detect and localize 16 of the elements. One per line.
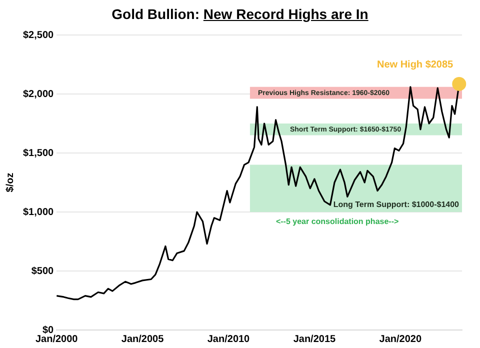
band-label: Long Term Support: $1000-$1400 xyxy=(333,200,460,210)
x-tick-label: Jan/2010 xyxy=(207,334,250,345)
chart-title: Gold Bullion: New Record Highs are In xyxy=(112,6,368,22)
y-tick-label: $0 xyxy=(42,324,54,336)
y-tick-label: $1,000 xyxy=(22,206,54,218)
annotation: New High $2085 xyxy=(376,60,454,71)
y-tick-label: $500 xyxy=(31,266,54,277)
annotation: <--5 year consolidation phase--> xyxy=(276,217,399,226)
x-tick-label: Jan/2015 xyxy=(293,334,336,345)
y-tick-label: $1,500 xyxy=(22,148,54,159)
y-tick-label: $2,000 xyxy=(22,88,54,100)
x-tick-label: Jan/2020 xyxy=(379,334,422,345)
y-tick-label: $2,500 xyxy=(22,30,54,41)
x-tick-label: Jan/2005 xyxy=(121,334,164,345)
x-tick-label: Jan/2000 xyxy=(35,334,78,345)
y-axis-title: $/oz xyxy=(4,172,16,192)
